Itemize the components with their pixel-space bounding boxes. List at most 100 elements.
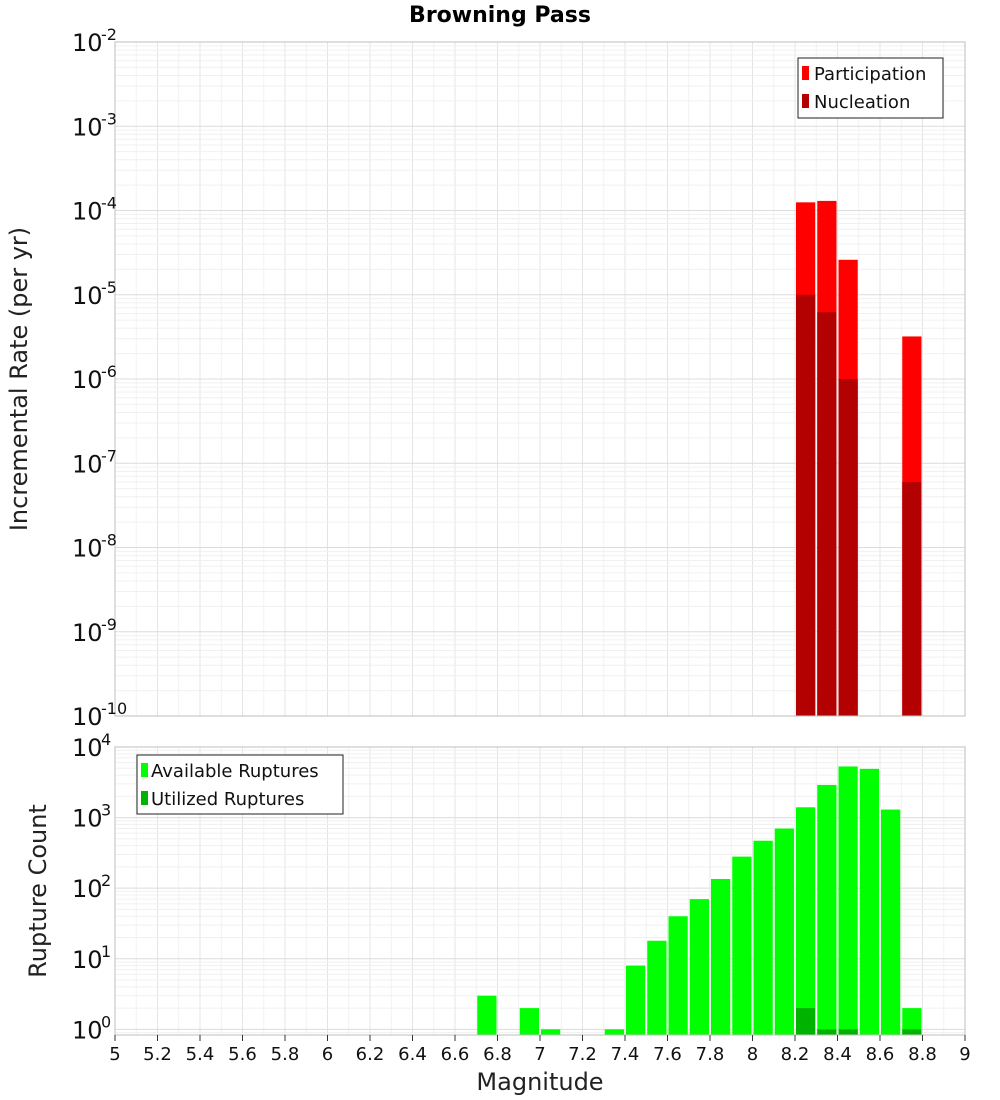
bottom-bar-utilized-ruptures: [838, 1029, 858, 1035]
y-tick-label-base: 10: [72, 875, 103, 903]
top-legend: Participation Nucleation: [797, 57, 944, 119]
legend-label-nucleation: Nucleation: [814, 92, 910, 113]
x-tick-label: 5.6: [228, 1044, 257, 1065]
legend-swatch-available: [141, 763, 148, 777]
top-bars: [796, 200, 922, 716]
bottom-y-axis-label: Rupture Count: [24, 804, 52, 978]
x-tick-label: 7.4: [611, 1044, 640, 1065]
bottom-bar-available-ruptures: [859, 768, 879, 1035]
x-tick-label: 6.4: [398, 1044, 427, 1065]
y-tick-label-exponent: 2: [101, 871, 111, 890]
legend-swatch-participation: [802, 66, 809, 80]
bottom-bar-available-ruptures: [477, 995, 497, 1035]
bottom-bar-available-ruptures: [796, 807, 816, 1035]
bottom-bar-available-ruptures: [881, 809, 901, 1035]
legend-label-available: Available Ruptures: [151, 761, 319, 782]
y-tick-label-exponent: -6: [101, 362, 117, 381]
y-tick-label-base: 10: [72, 619, 103, 647]
y-tick-label-base: 10: [72, 703, 103, 731]
y-tick-label-base: 10: [72, 113, 103, 141]
x-tick-label: 8.6: [866, 1044, 895, 1065]
x-axis-label: Magnitude: [476, 1068, 603, 1096]
y-tick-label-exponent: -5: [101, 278, 117, 297]
x-tick-label: 6.2: [356, 1044, 385, 1065]
bottom-bar-available-ruptures: [647, 940, 667, 1035]
x-tick-label: 5: [109, 1044, 120, 1065]
bottom-bar-utilized-ruptures: [902, 1029, 922, 1035]
x-tick-label: 8.8: [908, 1044, 937, 1065]
y-tick-label-base: 10: [72, 535, 103, 563]
y-tick-label-exponent: 3: [101, 801, 111, 820]
y-tick-label-base: 10: [72, 1016, 103, 1044]
top-y-axis-label: Incremental Rate (per yr): [5, 227, 33, 531]
bottom-bar-available-ruptures: [753, 840, 773, 1035]
x-tick-label: 6.6: [441, 1044, 470, 1065]
x-tick-label: 5.4: [186, 1044, 215, 1065]
y-tick-label-exponent: 0: [101, 1012, 111, 1031]
top-plot-frame: [114, 41, 966, 717]
x-ticks: 5 5.2 5.4 5.6 5.8 6 6.2 6.4 6.6 6.8 7 7.2 7.4 7.6 7.8 8…: [109, 1035, 971, 1065]
x-tick-label: 7.6: [653, 1044, 682, 1065]
y-tick-label-exponent: 1: [101, 942, 111, 961]
y-tick-label-exponent: -8: [101, 531, 117, 550]
x-tick-label: 5.8: [271, 1044, 300, 1065]
y-tick-label-base: 10: [72, 946, 103, 974]
x-tick-label: 7.2: [568, 1044, 597, 1065]
x-tick-label: 8.2: [781, 1044, 810, 1065]
x-tick-label: 7: [534, 1044, 545, 1065]
top-bar-nucleation: [817, 312, 837, 716]
x-tick-label: 8.4: [823, 1044, 852, 1065]
bottom-bar-utilized-ruptures: [796, 1008, 816, 1035]
y-tick-label-exponent: -10: [101, 699, 127, 718]
bottom-legend: Available Ruptures Utilized Ruptures: [136, 754, 344, 815]
bottom-bar-utilized-ruptures: [817, 1029, 837, 1035]
bottom-bar-available-ruptures: [668, 916, 688, 1035]
y-tick-label-base: 10: [72, 198, 103, 226]
y-tick-label-exponent: -7: [101, 446, 117, 465]
top-grid: [114, 42, 966, 717]
x-tick-label: 8: [747, 1044, 758, 1065]
legend-swatch-utilized: [141, 791, 148, 805]
y-tick-label-exponent: -9: [101, 615, 117, 634]
bottom-bar-available-ruptures: [902, 1008, 922, 1035]
bottom-bars: [477, 766, 922, 1035]
y-tick-label-exponent: 4: [101, 730, 111, 749]
bottom-bar-available-ruptures: [711, 878, 731, 1035]
x-tick-label: 7.8: [696, 1044, 725, 1065]
legend-swatch-nucleation: [802, 94, 809, 108]
top-bar-nucleation: [902, 481, 922, 716]
bottom-bar-available-ruptures: [838, 766, 858, 1035]
bottom-bar-available-ruptures: [519, 1008, 539, 1035]
bottom-legend-box: [136, 754, 344, 815]
y-tick-label-base: 10: [72, 805, 103, 833]
bottom-bar-available-ruptures: [774, 828, 794, 1035]
bottom-bar-available-ruptures: [732, 856, 752, 1035]
y-tick-label-base: 10: [72, 29, 103, 57]
bottom-bar-available-ruptures: [626, 965, 646, 1035]
y-tick-label-base: 10: [72, 366, 103, 394]
legend-label-utilized: Utilized Ruptures: [151, 789, 304, 810]
x-tick-label: 9: [959, 1044, 970, 1065]
bottom-bar-available-ruptures: [604, 1029, 624, 1035]
x-tick-label: 5.2: [143, 1044, 172, 1065]
legend-label-participation: Participation: [814, 64, 926, 85]
bottom-bar-available-ruptures: [817, 784, 837, 1035]
y-tick-label-base: 10: [72, 450, 103, 478]
top-legend-box: [797, 57, 944, 119]
x-tick-label: 6.8: [483, 1044, 512, 1065]
y-tick-label-exponent: -4: [101, 194, 117, 213]
bottom-bar-available-ruptures: [541, 1029, 561, 1035]
top-bar-nucleation: [796, 294, 816, 716]
y-tick-label-exponent: -2: [101, 25, 117, 44]
bottom-bar-available-ruptures: [689, 899, 709, 1035]
y-tick-label-exponent: -3: [101, 109, 117, 128]
y-tick-label-base: 10: [72, 734, 103, 762]
x-tick-label: 6: [322, 1044, 333, 1065]
chart-title: Browning Pass: [409, 3, 591, 28]
top-bar-nucleation: [838, 379, 858, 716]
